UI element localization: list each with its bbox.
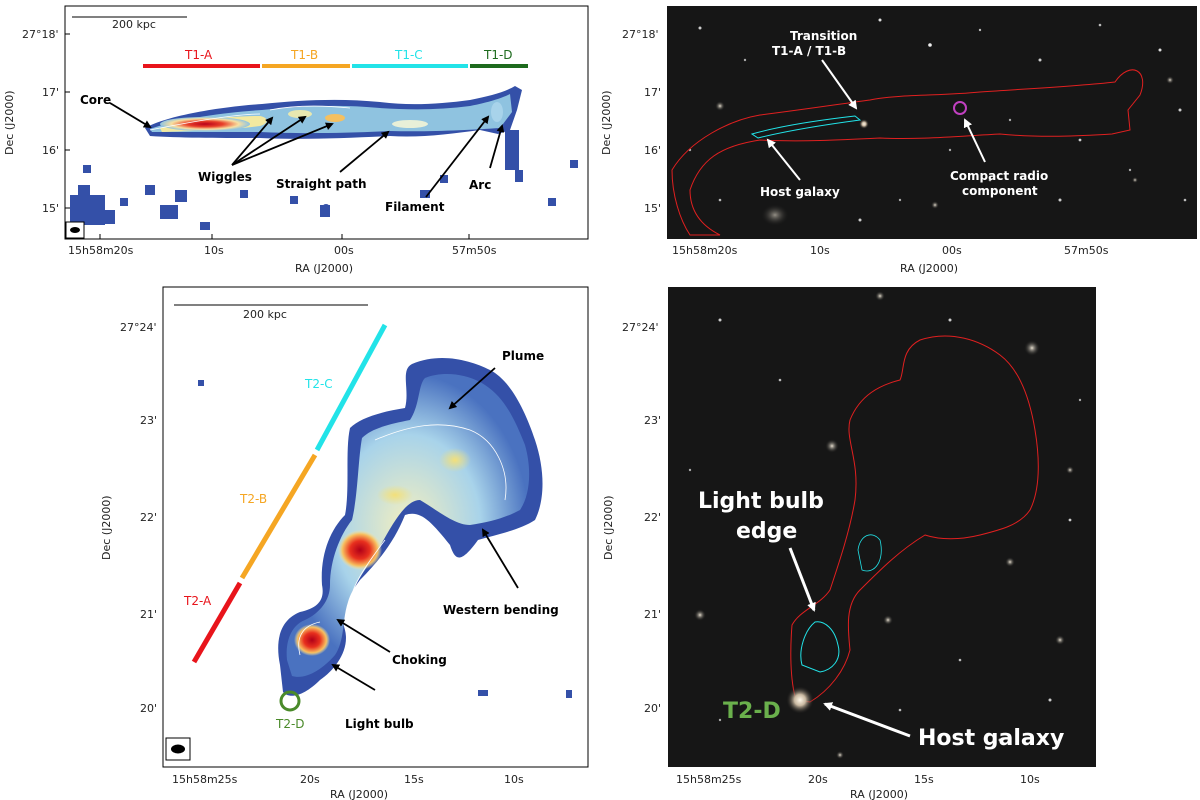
panel-optical-t2: Light bulb edge T2-D Host galaxy 27°24' … <box>602 287 1096 800</box>
dec-tick-p3-5: 20' <box>140 702 157 715</box>
ra-axis-label-4: RA (J2000) <box>850 788 908 800</box>
t2d-marker <box>279 690 301 712</box>
dec-tick-p3-2: 23' <box>140 414 157 427</box>
radio-contour-cyan-t2 <box>800 621 840 673</box>
dec-tick-1: 27°18' <box>22 28 59 41</box>
ra-tick-4: 57m50s <box>452 244 497 257</box>
dec-tick-2: 17' <box>42 86 59 99</box>
dec-tick-p3-1: 27°24' <box>120 321 157 334</box>
annotations-t3 <box>331 367 519 691</box>
dec-tick-p4-4: 21' <box>644 608 661 621</box>
label-wiggles: Wiggles <box>198 170 252 184</box>
segment-bars-t2 <box>191 323 388 664</box>
label-straight-path: Straight path <box>276 177 367 191</box>
dec-tick-p2-2: 17' <box>644 86 661 99</box>
dec-tick-p3-3: 22' <box>140 511 157 524</box>
panel-radio-t2: 200 kpc T2-C T2-B T2-A T2-D <box>100 286 589 800</box>
host-galaxy-t1 <box>859 119 869 129</box>
dec-tick-p4-2: 23' <box>644 414 661 427</box>
background-stars-t2 <box>688 291 1082 759</box>
label-light-bulb-edge-2: edge <box>736 519 797 544</box>
ra-axis-label-3: RA (J2000) <box>330 788 388 800</box>
panel-optical-t1: Transition T1-A / T1-B Host galaxy Compa… <box>600 6 1197 275</box>
segment-t2b: T2-B <box>239 492 267 506</box>
segment-t1a: T1-A <box>184 48 213 62</box>
label-host-galaxy-t2: Host galaxy <box>918 726 1064 751</box>
ra-tick-p4-4: 10s <box>1020 773 1040 786</box>
label-t2d: T2-D <box>723 699 781 724</box>
ra-tick-p4-1: 15h58m25s <box>676 773 742 786</box>
segment-t2c: T2-C <box>304 377 333 391</box>
dec-axis-label-1: Dec (J2000) <box>3 90 16 155</box>
dec-tick-p2-1: 27°18' <box>622 28 659 41</box>
dec-axis-label-3: Dec (J2000) <box>100 495 113 560</box>
ra-tick-1: 15h58m20s <box>68 244 134 257</box>
dec-tick-p4-5: 20' <box>644 702 661 715</box>
label-compact-radio: Compact radio <box>950 169 1048 183</box>
radio-source-t2 <box>278 357 543 696</box>
segment-t2a: T2-A <box>183 594 212 608</box>
dec-axis-label-2: Dec (J2000) <box>600 90 613 155</box>
segment-t1c: T1-C <box>394 48 423 62</box>
label-choking: Choking <box>392 653 447 667</box>
dec-tick-p3-4: 21' <box>140 608 157 621</box>
annotations-t1 <box>109 102 505 198</box>
ra-tick-p2-4: 57m50s <box>1064 244 1109 257</box>
annotations-t4 <box>788 547 911 738</box>
annotations-t2 <box>766 59 986 181</box>
ra-tick-p2-3: 00s <box>942 244 962 257</box>
segment-bars-t1: T1-A T1-B T1-C T1-D <box>143 48 528 68</box>
dec-tick-p4-1: 27°24' <box>622 321 659 334</box>
segment-t1b: T1-B <box>290 48 318 62</box>
ra-tick-3: 00s <box>334 244 354 257</box>
host-galaxy-t2 <box>786 686 814 714</box>
label-transition-2: T1-A / T1-B <box>772 44 846 58</box>
ra-axis-label-2: RA (J2000) <box>900 262 958 275</box>
label-western-bending: Western bending <box>443 603 559 617</box>
background-stars-t1 <box>688 18 1187 226</box>
radio-jet-t1 <box>145 86 522 212</box>
ra-tick-p3-2: 20s <box>300 773 320 786</box>
segment-t2d: T2-D <box>275 717 305 731</box>
ra-tick-p2-2: 10s <box>810 244 830 257</box>
dec-tick-p2-3: 16' <box>644 144 661 157</box>
ra-tick-p3-1: 15h58m25s <box>172 773 238 786</box>
ra-tick-p2-1: 15h58m20s <box>672 244 738 257</box>
ra-tick-p4-2: 20s <box>808 773 828 786</box>
radio-contour-cyan-t1 <box>750 115 862 139</box>
segment-t1d: T1-D <box>483 48 513 62</box>
scale-bar-label-2: 200 kpc <box>243 308 287 321</box>
label-core: Core <box>80 93 111 107</box>
label-plume: Plume <box>502 349 544 363</box>
panel-radio-t1: 200 kpc T1-A T1-B T1-C T1-D <box>3 5 589 275</box>
label-light-bulb-edge: Light bulb <box>698 489 824 514</box>
dec-tick-3: 16' <box>42 144 59 157</box>
label-filament: Filament <box>385 200 445 214</box>
dec-axis-label-4: Dec (J2000) <box>602 495 615 560</box>
dec-tick-4: 15' <box>42 202 59 215</box>
label-arc: Arc <box>469 178 491 192</box>
ra-axis-label-1: RA (J2000) <box>295 262 353 275</box>
scale-bar-label: 200 kpc <box>112 18 156 31</box>
dec-tick-p4-3: 22' <box>644 511 661 524</box>
ra-tick-2: 10s <box>204 244 224 257</box>
dec-tick-p2-4: 15' <box>644 202 661 215</box>
ra-tick-p4-3: 15s <box>914 773 934 786</box>
label-host-galaxy-t1: Host galaxy <box>760 185 840 199</box>
compact-component-marker <box>953 101 967 115</box>
label-light-bulb: Light bulb <box>345 717 414 731</box>
radio-contour-red-t2 <box>790 335 1039 703</box>
ra-tick-p3-4: 10s <box>504 773 524 786</box>
beam-ellipse <box>70 227 80 233</box>
label-compact-radio-2: component <box>962 184 1038 198</box>
label-transition: Transition <box>790 29 857 43</box>
radio-noise-t1 <box>70 130 578 230</box>
ra-tick-p3-3: 15s <box>404 773 424 786</box>
